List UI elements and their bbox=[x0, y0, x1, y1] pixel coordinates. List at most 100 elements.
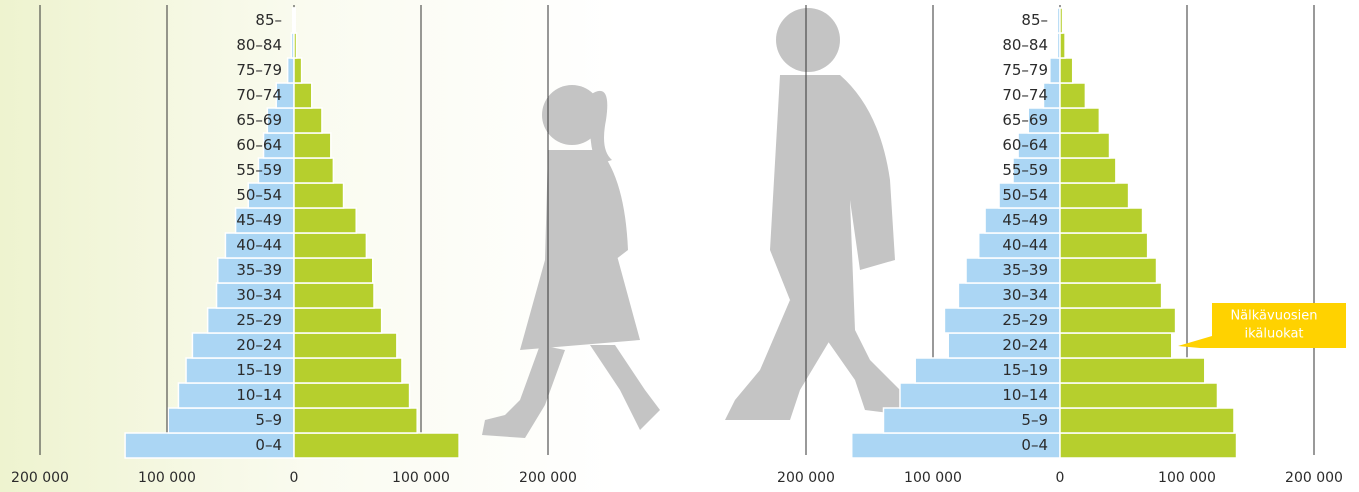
x-tick-label: 100 000 bbox=[1158, 470, 1216, 486]
bar bbox=[1017, 132, 1061, 159]
pyramid: 0–4 5–9 10–14 15–19 20–24 25–29 30–34 35–39 40–4… bbox=[11, 5, 577, 486]
category-label: 30–34 bbox=[1002, 286, 1048, 304]
bar bbox=[293, 407, 418, 434]
category-label: 60–64 bbox=[236, 136, 282, 154]
category-label: 40–44 bbox=[1002, 236, 1048, 254]
bar bbox=[1059, 357, 1206, 384]
x-tick-label: 0 bbox=[1056, 470, 1065, 486]
category-label: 60–64 bbox=[1002, 136, 1048, 154]
category-label: 20–24 bbox=[1002, 336, 1048, 354]
category-label: 55–59 bbox=[1002, 161, 1048, 179]
category-label: 5–9 bbox=[1021, 411, 1048, 429]
x-tick-label: 100 000 bbox=[904, 470, 962, 486]
category-label: 55–59 bbox=[236, 161, 282, 179]
bar bbox=[1059, 7, 1064, 34]
bar bbox=[293, 257, 374, 284]
x-tick-label: 100 000 bbox=[138, 470, 196, 486]
bar bbox=[1059, 207, 1144, 234]
bar bbox=[984, 207, 1061, 234]
category-label: 0–4 bbox=[1021, 436, 1048, 454]
bar bbox=[293, 7, 297, 34]
labels: 0–4 5–9 10–14 15–19 20–24 25–29 30–34 35–39 40–4… bbox=[236, 11, 282, 454]
bar bbox=[293, 182, 345, 209]
bar bbox=[293, 357, 403, 384]
bar bbox=[293, 307, 383, 334]
bar bbox=[215, 282, 295, 309]
x-tick-label: 200 000 bbox=[777, 470, 835, 486]
bar bbox=[293, 382, 411, 409]
category-label: 65–69 bbox=[1002, 111, 1048, 129]
category-label: 15–19 bbox=[1002, 361, 1048, 379]
bar bbox=[293, 57, 303, 84]
bar bbox=[1059, 257, 1158, 284]
category-label: 20–24 bbox=[236, 336, 282, 354]
category-label: 50–54 bbox=[236, 186, 282, 204]
pyramid: 0–4 5–9 10–14 15–19 20–24 25–29 30–34 35–39 40–4… bbox=[777, 5, 1346, 486]
category-label: 85– bbox=[255, 11, 282, 29]
category-label: 10–14 bbox=[1002, 386, 1048, 404]
category-label: 65–69 bbox=[236, 111, 282, 129]
bar bbox=[293, 132, 332, 159]
category-label: 25–29 bbox=[236, 311, 282, 329]
category-label: 85– bbox=[1021, 11, 1048, 29]
bar bbox=[293, 157, 335, 184]
bar bbox=[1059, 432, 1238, 459]
bar bbox=[234, 207, 295, 234]
category-label: 75–79 bbox=[1002, 61, 1048, 79]
bar bbox=[191, 332, 295, 359]
bar bbox=[293, 432, 460, 459]
bar bbox=[1059, 282, 1163, 309]
category-label: 35–39 bbox=[236, 261, 282, 279]
annotation-text: ikäluokat bbox=[1244, 327, 1303, 342]
bar bbox=[293, 282, 375, 309]
category-label: 15–19 bbox=[236, 361, 282, 379]
bars bbox=[850, 7, 1238, 459]
bar bbox=[217, 257, 295, 284]
bar bbox=[1059, 382, 1219, 409]
labels: 0–4 5–9 10–14 15–19 20–24 25–29 30–34 35–39 40–4… bbox=[1002, 11, 1048, 454]
category-label: 30–34 bbox=[236, 286, 282, 304]
bar bbox=[1059, 182, 1130, 209]
bar bbox=[293, 107, 323, 134]
bar bbox=[1059, 32, 1066, 59]
x-tick-label: 200 000 bbox=[519, 470, 577, 486]
annotation: Nälkävuosien ikäluokat bbox=[1178, 303, 1346, 348]
category-label: 40–44 bbox=[236, 236, 282, 254]
boy-silhouette bbox=[725, 8, 905, 420]
category-label: 80–84 bbox=[236, 36, 282, 54]
bar bbox=[1059, 82, 1087, 109]
x-tick-label: 100 000 bbox=[392, 470, 450, 486]
x-tick-label: 0 bbox=[290, 470, 299, 486]
bar bbox=[224, 232, 295, 259]
bar bbox=[293, 232, 368, 259]
bar bbox=[882, 407, 1061, 434]
x-tick-label: 200 000 bbox=[11, 470, 69, 486]
bar bbox=[1012, 157, 1061, 184]
category-label: 80–84 bbox=[1002, 36, 1048, 54]
bar bbox=[943, 307, 1061, 334]
category-label: 75–79 bbox=[236, 61, 282, 79]
bar bbox=[1049, 57, 1061, 84]
annotation-text: Nälkävuosien bbox=[1230, 309, 1317, 324]
category-label: 45–49 bbox=[1002, 211, 1048, 229]
bar bbox=[977, 232, 1061, 259]
category-label: 70–74 bbox=[236, 86, 282, 104]
bar bbox=[965, 257, 1061, 284]
category-label: 35–39 bbox=[1002, 261, 1048, 279]
bar bbox=[1059, 307, 1177, 334]
bar bbox=[1059, 332, 1173, 359]
bar bbox=[1059, 107, 1101, 134]
x-tick-label: 200 000 bbox=[1285, 470, 1343, 486]
bar bbox=[206, 307, 295, 334]
bar bbox=[1059, 157, 1117, 184]
category-label: 0–4 bbox=[255, 436, 282, 454]
bar bbox=[286, 57, 295, 84]
category-label: 10–14 bbox=[236, 386, 282, 404]
girl-silhouette bbox=[482, 85, 660, 438]
bar bbox=[177, 382, 295, 409]
bar bbox=[293, 82, 313, 109]
bars bbox=[124, 7, 460, 459]
category-label: 50–54 bbox=[1002, 186, 1048, 204]
bar bbox=[1059, 407, 1235, 434]
